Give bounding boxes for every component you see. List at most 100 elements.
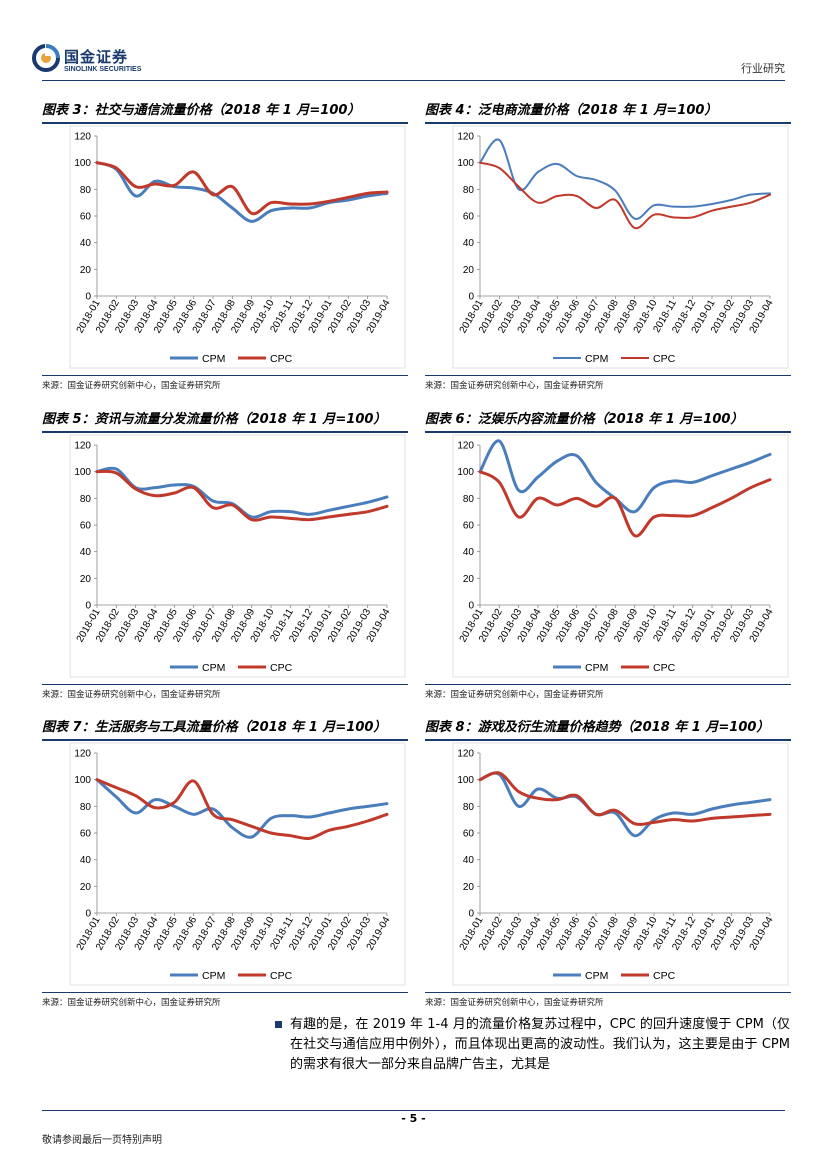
legend-label-cpc: CPC [653, 662, 676, 674]
company-name-en: SINOLINK SECURITIES [64, 66, 142, 73]
y-tick-label: 80 [463, 494, 475, 505]
y-tick-label: 0 [85, 601, 91, 612]
series-line-cpm [479, 138, 771, 220]
chart-entertainment: 0204060801001202018-012018-022018-032018… [452, 434, 789, 678]
y-tick-label: 100 [457, 775, 474, 786]
y-tick-label: 60 [463, 212, 475, 223]
chart-ecommerce: 0204060801001202018-012018-022018-032018… [452, 125, 789, 369]
series-line-cpc [95, 469, 389, 522]
y-tick-label: 20 [80, 574, 92, 585]
y-tick-label: 80 [463, 185, 475, 196]
y-tick-label: 0 [85, 292, 91, 303]
chart-source: 来源：国金证券研究创新中心，国金证券研究所 [42, 381, 221, 391]
body-paragraph: 有趣的是，在 2019 年 1-4 月的流量价格复苏过程中，CPC 的回升速度慢… [290, 1017, 790, 1072]
sinolink-logo-icon [32, 44, 60, 72]
y-tick-label: 60 [80, 212, 92, 223]
y-tick-label: 20 [463, 265, 475, 276]
section-label: 行业研究 [741, 62, 785, 75]
y-tick-label: 100 [457, 467, 474, 478]
chart-games: 0204060801001202018-012018-022018-032018… [452, 742, 789, 986]
y-tick-label: 80 [463, 802, 475, 813]
chart-title: 图表 7：生活服务与工具流量价格（2018 年 1 月=100） [42, 717, 408, 741]
chart-block-5: 图表 5：资讯与流量分发流量价格（2018 年 1 月=100） 0 20 40 60… [42, 409, 408, 706]
chart-title: 图表 8：游戏及衍生流量价格趋势（2018 年 1 月=100） [425, 717, 791, 741]
source-divider [425, 684, 791, 685]
page-number: - 5 - [401, 1112, 426, 1125]
footer-divider [42, 1110, 785, 1111]
chart-source: 来源：国金证券研究创新中心，国金证券研究所 [425, 998, 604, 1008]
y-tick-label: 0 [468, 909, 474, 920]
footer-disclaimer: 敬请参阅最后一页特别声明 [42, 1135, 162, 1146]
series-line-cpm [478, 771, 772, 838]
y-tick-label: 120 [74, 441, 91, 452]
chart-title: 图表 3：社交与通信流量价格（2018 年 1 月=100） [42, 100, 408, 124]
y-tick-label: 100 [74, 775, 91, 786]
series-line-cpc [478, 470, 772, 538]
chart-title: 图表 6：泛娱乐内容流量价格（2018 年 1 月=100） [425, 409, 791, 433]
y-tick-label: 60 [80, 521, 92, 532]
y-tick-label: 0 [468, 292, 474, 303]
y-tick-label: 40 [463, 855, 475, 866]
company-name-cn: 国金证券 [64, 48, 129, 66]
series-line-cpc [479, 161, 771, 230]
y-tick-label: 20 [463, 574, 475, 585]
y-tick-label: 20 [80, 265, 92, 276]
series-line-cpc [478, 771, 772, 826]
y-tick-label: 20 [463, 882, 475, 893]
legend-label-cpm: CPM [202, 353, 225, 365]
y-tick-label: 120 [457, 441, 474, 452]
series-line-cpm [95, 161, 389, 223]
chart-block-3: 图表 3：社交与通信流量价格（2018 年 1 月=100） 0 20 40 60 80… [42, 100, 408, 397]
y-tick-label: 20 [80, 882, 92, 893]
y-tick-label: 120 [457, 132, 474, 143]
y-tick-label: 60 [463, 829, 475, 840]
chart-news: 0204060801001202018-012018-022018-032018… [69, 434, 406, 678]
chart-block-6: 图表 6：泛娱乐内容流量价格（2018 年 1 月=100） 0 20 40 60 80… [425, 409, 791, 706]
y-tick-label: 120 [74, 132, 91, 143]
y-tick-label: 80 [80, 494, 92, 505]
legend-label-cpm: CPM [202, 662, 225, 674]
chart-frame [69, 434, 406, 678]
y-tick-label: 0 [85, 909, 91, 920]
y-tick-label: 40 [80, 547, 92, 558]
legend-label-cpc: CPC [653, 970, 676, 982]
chart-frame [452, 434, 789, 678]
series-line-cpm [95, 778, 389, 839]
y-tick-label: 80 [80, 185, 92, 196]
source-divider [42, 375, 408, 376]
y-tick-label: 100 [74, 467, 91, 478]
chart-block-7: 图表 7：生活服务与工具流量价格（2018 年 1 月=100） 0 20 40 60… [42, 717, 408, 1014]
chart-source: 来源：国金证券研究创新中心，国金证券研究所 [42, 690, 221, 700]
source-divider [425, 992, 791, 993]
y-tick-label: 120 [74, 749, 91, 760]
y-tick-label: 100 [457, 158, 474, 169]
y-tick-label: 40 [463, 238, 475, 249]
legend-label-cpc: CPC [270, 662, 293, 674]
chart-frame [69, 125, 406, 369]
y-tick-label: 40 [80, 855, 92, 866]
chart-frame [69, 742, 406, 986]
y-tick-label: 60 [80, 829, 92, 840]
legend-label-cpm: CPM [585, 662, 608, 674]
legend-label-cpm: CPM [202, 970, 225, 982]
legend-label-cpc: CPC [653, 353, 676, 365]
legend-label-cpc: CPC [270, 970, 293, 982]
source-divider [42, 684, 408, 685]
header-divider [42, 80, 785, 81]
chart-source: 来源：国金证券研究创新中心，国金证券研究所 [42, 998, 221, 1008]
y-tick-label: 40 [463, 547, 475, 558]
y-tick-label: 40 [80, 238, 92, 249]
chart-source: 来源：国金证券研究创新中心，国金证券研究所 [425, 690, 604, 700]
source-divider [42, 992, 408, 993]
source-divider [425, 375, 791, 376]
y-tick-label: 100 [74, 158, 91, 169]
y-tick-label: 120 [457, 749, 474, 760]
legend-label-cpm: CPM [585, 970, 608, 982]
chart-life-tools: 0204060801001202018-012018-022018-032018… [69, 742, 406, 986]
y-tick-label: 60 [463, 521, 475, 532]
legend-label-cpc: CPC [270, 353, 293, 365]
chart-source: 来源：国金证券研究创新中心，国金证券研究所 [425, 381, 604, 391]
series-line-cpc [95, 161, 389, 216]
chart-title: 图表 4：泛电商流量价格（2018 年 1 月=100） [425, 100, 791, 124]
chart-block-8: 图表 8：游戏及衍生流量价格趋势（2018 年 1 月=100） 0 20 40 60… [425, 717, 791, 1014]
